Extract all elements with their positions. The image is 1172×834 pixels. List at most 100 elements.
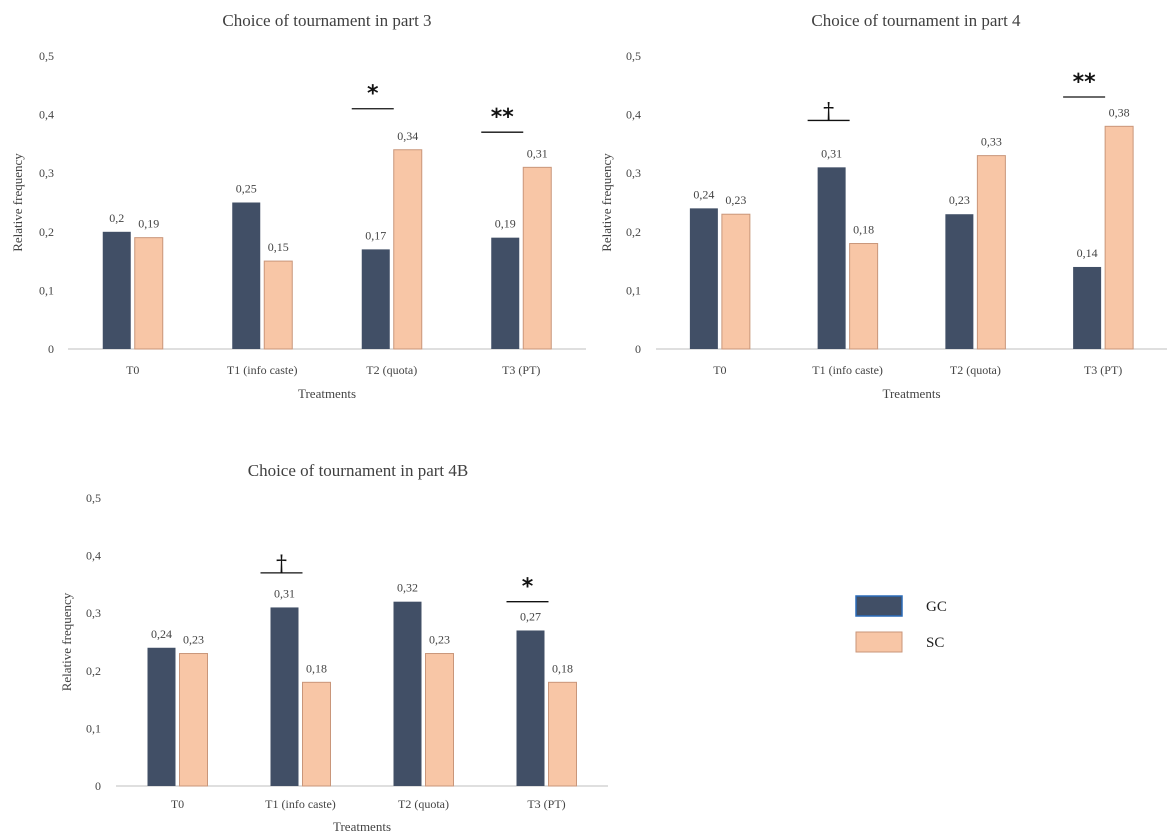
significance-marker: * xyxy=(367,82,379,107)
data-label: 0,24 xyxy=(151,627,172,641)
bar-sc xyxy=(302,681,331,787)
y-axis-label: Relative frequency xyxy=(10,153,25,252)
bar-sc xyxy=(393,149,423,350)
bar-gc xyxy=(393,601,422,786)
bar-sc xyxy=(548,681,577,787)
bar-gc xyxy=(516,630,545,786)
chart-title: Choice of tournament in part 4B xyxy=(248,461,468,480)
bar-gc xyxy=(491,237,520,349)
y-tick-label: 0,3 xyxy=(86,606,101,620)
x-axis-label: Treatments xyxy=(298,386,356,401)
y-tick-label: 0,4 xyxy=(86,549,101,563)
bar-gc xyxy=(361,249,390,349)
data-label: 0,27 xyxy=(520,609,541,623)
data-label: 0,19 xyxy=(138,217,159,231)
y-tick-label: 0,5 xyxy=(86,491,101,505)
data-label: 0,18 xyxy=(853,223,874,237)
significance-marker: † xyxy=(823,99,834,124)
chart-title: Choice of tournament in part 3 xyxy=(222,11,431,30)
bar-sc xyxy=(425,653,454,787)
y-tick-label: 0,4 xyxy=(39,108,54,122)
bar-sc xyxy=(721,213,751,350)
data-label: 0,31 xyxy=(527,146,548,160)
data-label: 0,17 xyxy=(365,228,386,242)
bar-gc xyxy=(232,202,261,349)
bar-gc xyxy=(102,231,131,349)
y-tick-label: 0,2 xyxy=(626,225,641,239)
y-axis-label: Relative frequency xyxy=(599,153,614,252)
significance-marker: ** xyxy=(1073,70,1097,95)
legend-label-sc: SC xyxy=(926,635,944,651)
y-tick-label: 0,2 xyxy=(39,225,54,239)
x-tick-label: T1 (info caste) xyxy=(265,797,336,811)
data-label: 0,15 xyxy=(268,240,289,254)
data-label: 0,18 xyxy=(552,661,573,675)
x-tick-label: T3 (PT) xyxy=(527,797,565,811)
bar-sc xyxy=(976,155,1006,350)
x-tick-label: T2 (quota) xyxy=(398,797,449,811)
bar-gc xyxy=(270,607,299,786)
chart-title: Choice of tournament in part 4 xyxy=(811,11,1021,30)
x-tick-label: T0 xyxy=(713,363,726,377)
x-axis-label: Treatments xyxy=(882,386,940,401)
y-tick-label: 0,1 xyxy=(39,283,54,297)
bar-sc xyxy=(134,237,164,350)
data-label: 0,24 xyxy=(693,187,714,201)
bar-gc xyxy=(147,647,176,786)
y-tick-label: 0,5 xyxy=(39,49,54,63)
x-tick-label: T1 (info caste) xyxy=(227,363,298,377)
data-label: 0,25 xyxy=(236,182,257,196)
chart-part-4: Choice of tournament in part 4 0 0,1 0,2 0,3… xyxy=(599,11,1167,401)
bar-gc xyxy=(1073,266,1102,349)
x-tick-label: T0 xyxy=(171,797,184,811)
data-label: 0,19 xyxy=(495,217,516,231)
y-tick-label: 0,1 xyxy=(86,721,101,735)
bar-gc xyxy=(689,208,718,349)
x-tick-label: T0 xyxy=(126,363,139,377)
y-tick-label: 0 xyxy=(95,779,101,793)
y-axis-label: Relative frequency xyxy=(59,592,74,691)
bar-sc xyxy=(179,653,208,787)
y-tick-label: 0,1 xyxy=(626,283,641,297)
data-label: 0,23 xyxy=(429,633,450,647)
bar-sc xyxy=(263,260,293,350)
data-label: 0,34 xyxy=(397,129,418,143)
x-tick-label: T3 (PT) xyxy=(1084,363,1122,377)
y-tick-label: 0,5 xyxy=(626,49,641,63)
bar-gc xyxy=(945,214,974,349)
data-label: 0,14 xyxy=(1077,246,1098,260)
x-tick-label: T1 (info caste) xyxy=(812,363,883,377)
y-tick-label: 0,3 xyxy=(626,166,641,180)
legend-swatch-sc xyxy=(855,631,903,653)
bar-gc xyxy=(817,167,846,349)
significance-marker: † xyxy=(276,552,287,577)
x-axis-label: Treatments xyxy=(333,819,391,834)
legend-label-gc: GC xyxy=(926,599,947,615)
bar-sc xyxy=(849,243,879,350)
legend: GC SC xyxy=(855,595,947,653)
chart-part-3: Choice of tournament in part 3 0 0,1 0,2 0,3… xyxy=(10,11,586,401)
legend-swatch-gc xyxy=(855,595,903,617)
significance-marker: ** xyxy=(491,105,515,130)
data-label: 0,23 xyxy=(949,193,970,207)
data-label: 0,23 xyxy=(725,193,746,207)
data-label: 0,38 xyxy=(1109,105,1130,119)
data-label: 0,23 xyxy=(183,633,204,647)
y-tick-label: 0 xyxy=(635,342,641,356)
y-tick-label: 0,4 xyxy=(626,108,641,122)
data-label: 0,2 xyxy=(109,211,124,225)
bar-sc xyxy=(522,166,552,350)
data-label: 0,32 xyxy=(397,581,418,595)
y-tick-label: 0,3 xyxy=(39,166,54,180)
data-label: 0,31 xyxy=(821,146,842,160)
x-tick-label: T2 (quota) xyxy=(366,363,417,377)
significance-marker: * xyxy=(522,575,534,600)
chart-part-4b: Choice of tournament in part 4B 0 0,1 0,2 0,… xyxy=(59,461,608,834)
data-label: 0,33 xyxy=(981,135,1002,149)
data-label: 0,31 xyxy=(274,586,295,600)
bar-sc xyxy=(1104,125,1134,350)
x-tick-label: T3 (PT) xyxy=(502,363,540,377)
x-tick-label: T2 (quota) xyxy=(950,363,1001,377)
y-tick-label: 0,2 xyxy=(86,664,101,678)
